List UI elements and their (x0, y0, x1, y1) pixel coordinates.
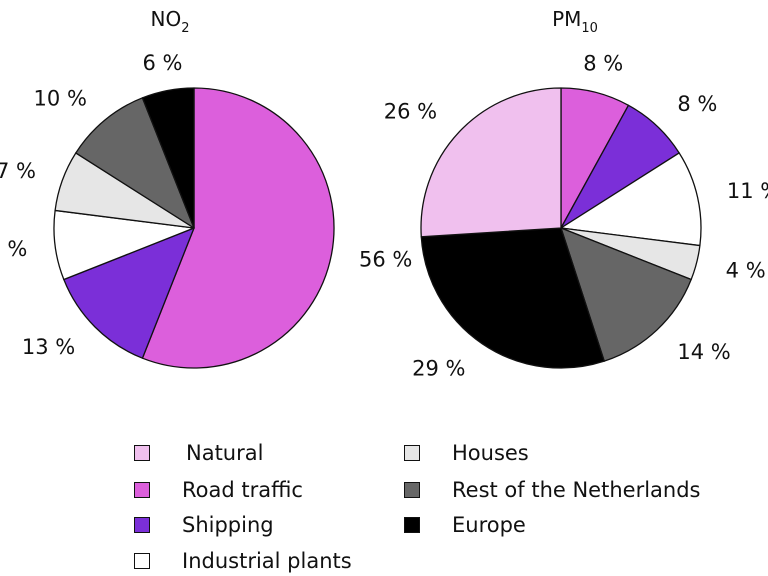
slice-label-shipping: 8 % (677, 92, 717, 116)
legend-item-industrial-plants: Industrial plants (134, 547, 352, 575)
legend-label-road-traffic: Road traffic (182, 478, 303, 502)
no2-pie-chart: NO2 56 % 13 % 8 % 7 % 10 % 6 % (0, 7, 412, 369)
slice-label-road-traffic: 56 % (359, 247, 412, 271)
legend-label-natural: Natural (186, 441, 264, 465)
slice-label-industrial-plants: 11 % (727, 179, 768, 203)
legend-swatch-shipping (134, 517, 150, 533)
legend-swatch-houses (404, 445, 420, 461)
legend-label-europe: Europe (452, 513, 526, 537)
legend-item-europe: Europe (404, 511, 526, 539)
legend-label-shipping: Shipping (182, 513, 274, 537)
legend-swatch-road-traffic (134, 482, 150, 498)
legend-swatch-rest-of-the-netherlands (404, 482, 420, 498)
slice-label-europe: 6 % (143, 51, 183, 75)
legend-item-rest-of-the-netherlands: Rest of the Netherlands (404, 476, 700, 504)
pm10-pie-chart: PM10 8 % 8 % 11 % 4 % 14 % 29 % 26 % (384, 7, 768, 381)
pie-slice-rest-of-the-netherlands (75, 97, 195, 229)
pm10-chart-title: PM10 (552, 7, 598, 36)
pie-slice-europe (420, 227, 605, 369)
slice-label-natural: 26 % (384, 100, 437, 124)
slice-label-shipping: 13 % (22, 335, 75, 359)
legend-swatch-europe (404, 517, 420, 533)
slice-label-road-traffic: 8 % (583, 51, 623, 75)
pie-slice-road-traffic (141, 87, 335, 369)
legend-label-industrial-plants: Industrial plants (182, 549, 352, 573)
pie-slice-industrial-plants (560, 152, 702, 247)
pie-slice-shipping (63, 227, 195, 359)
pie-slice-natural (420, 87, 562, 238)
pie-slice-europe (141, 87, 195, 229)
legend-item-road-traffic: Road traffic (134, 476, 303, 504)
slice-label-houses: 7 % (0, 159, 36, 183)
slice-label-rest-of-the-netherlands: 14 % (677, 340, 730, 364)
legend-item-houses: Houses (404, 439, 529, 467)
slice-label-rest-of-the-netherlands: 10 % (34, 87, 87, 111)
slice-label-industrial-plants: 8 % (0, 237, 27, 261)
legend-swatch-natural (134, 445, 150, 461)
legend-label-houses: Houses (452, 441, 529, 465)
legend-label-rest-of-the-netherlands: Rest of the Netherlands (452, 478, 701, 502)
no2-chart-title: NO2 (151, 7, 190, 36)
slice-label-houses: 4 % (726, 258, 766, 282)
chart-legend: Natural Road traffic Shipping Industrial… (130, 438, 750, 576)
slice-label-europe: 29 % (412, 357, 465, 381)
legend-item-shipping: Shipping (134, 511, 274, 539)
legend-swatch-industrial-plants (134, 553, 150, 569)
legend-item-natural: Natural (134, 439, 263, 467)
